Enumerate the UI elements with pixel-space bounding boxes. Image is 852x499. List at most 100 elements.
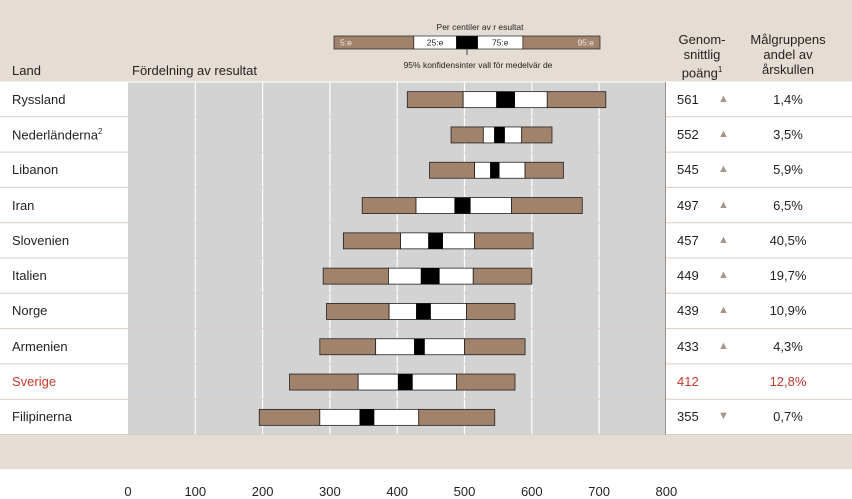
average-score: 412 [677, 374, 699, 390]
mean-confidence-interval [454, 197, 471, 214]
country-name: Ryssland [12, 91, 66, 107]
header-share-line1: Målgruppens [750, 32, 826, 47]
x-tick-label: 600 [520, 484, 543, 499]
average-score: 561 [677, 91, 699, 107]
header-average-line2: snittlig [683, 47, 721, 62]
percentile-5-25-bar [289, 373, 359, 391]
country-name: Iran [12, 197, 35, 213]
percentile-75-95-bar [474, 232, 534, 250]
percentile-75-95-bar [511, 197, 583, 214]
average-score: 457 [677, 232, 699, 248]
country-label: Slovenien [12, 233, 69, 248]
country-label: Nederländerna2 [12, 127, 102, 142]
percentile-5-25-bar [322, 267, 389, 285]
country-label: Armenien [12, 339, 68, 354]
x-tick-label: 800 [655, 484, 678, 499]
average-score: 497 [677, 197, 699, 213]
trend-up-icon: ▲ [718, 92, 729, 105]
average-score: 449 [677, 268, 699, 284]
country-name: Filipinerna [12, 409, 72, 425]
cohort-share: 19,7% [769, 268, 807, 284]
header-average: Genom- snittlig poäng1 [672, 32, 732, 80]
legend-caption: Per centiler av r esultat [436, 22, 524, 32]
percentile-75-95-bar [472, 267, 533, 285]
header-share-line2: andel av [763, 47, 813, 62]
percentile-5-25-bar [406, 91, 464, 109]
country-label: Iran [12, 198, 34, 213]
legend-p95-swatch [522, 35, 601, 50]
trend-up-icon: ▲ [718, 304, 729, 317]
header-average-line3: poäng1 [672, 62, 732, 80]
legend-mean-swatch [456, 35, 478, 50]
country-label: Sverige [12, 374, 56, 389]
x-tick-label: 300 [319, 484, 341, 499]
mean-confidence-interval [490, 162, 500, 179]
x-tick-label: 200 [251, 484, 274, 499]
trend-up-icon: ▲ [718, 198, 729, 211]
percentile-75-95-bar [546, 91, 607, 109]
header-average-line1: Genom- [678, 32, 726, 47]
x-tick-label: 0 [124, 484, 132, 499]
country-name: Armenien [12, 338, 68, 354]
percentile-5-25-bar [258, 408, 321, 426]
legend-ci-text: 95% konfidensinter vall för medelvär de [403, 60, 553, 70]
x-tick-label: 400 [386, 484, 409, 499]
percentile-5-25-bar [361, 197, 417, 214]
cohort-share: 12,8% [769, 374, 807, 390]
cohort-share: 4,3% [773, 338, 803, 354]
percentile-75-95-bar [521, 126, 553, 144]
x-tick-label: 500 [453, 484, 476, 499]
country-name: Slovenien [12, 232, 70, 248]
legend-p95-label: 95:e [577, 38, 594, 48]
country-label: Libanon [12, 162, 58, 177]
average-score: 439 [677, 303, 699, 319]
cohort-share: 1,4% [773, 91, 803, 107]
mean-confidence-interval [496, 91, 515, 108]
percentile-75-95-bar [466, 303, 516, 320]
cohort-share: 3,5% [773, 126, 803, 142]
country-label: Ryssland [12, 92, 65, 107]
country-name: Sverige [12, 374, 57, 390]
cohort-share: 40,5% [769, 232, 807, 248]
header-distribution: Fördelning av resultat [132, 63, 258, 78]
mean-confidence-interval [416, 303, 431, 320]
mean-confidence-interval [414, 338, 425, 355]
country-label: Norge [12, 303, 47, 318]
average-score: 433 [677, 338, 699, 354]
header-share: Målgruppens andel av årskullen [743, 32, 833, 77]
trend-up-icon: ▲ [718, 339, 729, 352]
header-average-text: poäng [681, 65, 718, 81]
country-name: Italien [12, 268, 47, 284]
percentile-75-95-bar [418, 408, 496, 426]
trend-up-icon: ▲ [718, 163, 729, 176]
percentile-75-95-bar [464, 338, 526, 356]
header-share-line3: årskullen [761, 62, 815, 77]
percentile-5-25-bar [450, 126, 484, 144]
average-score: 355 [677, 409, 699, 425]
legend-p25-label: 25:e [427, 38, 444, 48]
average-score: 552 [677, 126, 699, 142]
country-label: Italien [12, 268, 47, 283]
country-name: Nederländerna [12, 127, 99, 143]
x-tick-label: 700 [588, 484, 610, 499]
percentile-5-25-bar [429, 161, 475, 179]
percentile-75-95-bar [456, 373, 516, 391]
legend-p5-label: 5:e [340, 38, 352, 48]
mean-confidence-interval [428, 232, 443, 249]
percentile-75-95-bar [524, 161, 564, 179]
cohort-share: 10,9% [769, 303, 807, 319]
trend-up-icon: ▲ [718, 269, 729, 282]
percentile-5-25-bar [326, 303, 390, 320]
mean-confidence-interval [420, 268, 440, 285]
x-tick-label: 100 [184, 484, 207, 499]
cohort-share: 0,7% [773, 409, 803, 425]
trend-up-icon: ▲ [718, 233, 729, 246]
trend-up-icon: ▲ [718, 127, 729, 140]
percentile-25-75-bar [474, 161, 526, 179]
percentile-5-25-bar [342, 232, 401, 250]
percentile-5-25-bar [319, 338, 377, 356]
country-name: Libanon [12, 162, 59, 178]
trend-down-icon: ▼ [718, 410, 729, 423]
mean-confidence-interval [494, 126, 505, 143]
